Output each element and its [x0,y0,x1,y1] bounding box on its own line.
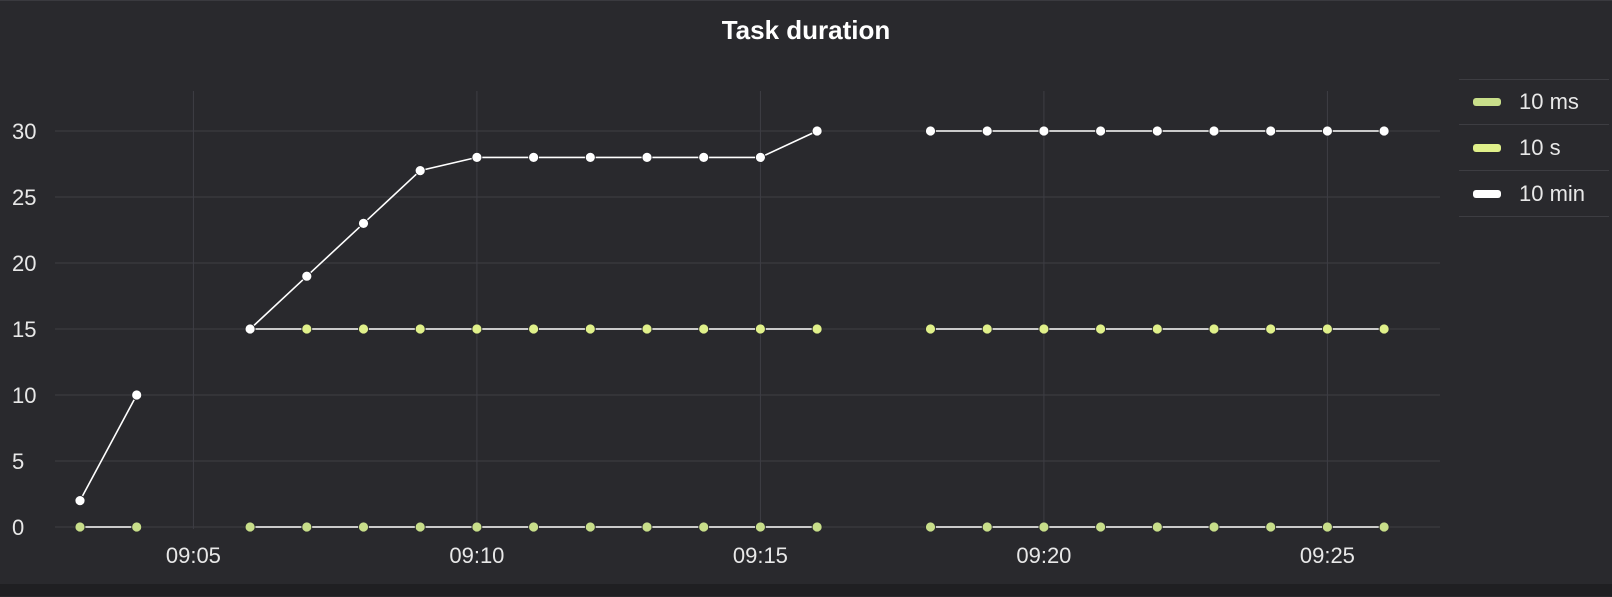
data-point[interactable] [358,521,369,533]
y-tick-label: 5 [12,449,24,474]
data-point[interactable] [244,323,256,335]
data-point[interactable] [1208,125,1220,137]
data-point[interactable] [1151,323,1163,335]
data-point[interactable] [1322,323,1333,335]
data-point[interactable] [301,323,313,335]
legend-label: 10 s [1519,134,1561,160]
data-point[interactable] [981,125,993,137]
y-tick-label: 0 [12,515,24,540]
data-point[interactable] [528,521,539,533]
data-point[interactable] [698,521,710,533]
data-point[interactable] [358,323,369,335]
data-point[interactable] [471,151,483,163]
data-point[interactable] [1208,323,1220,335]
data-point[interactable] [74,521,86,533]
legend-label: 10 ms [1519,89,1579,114]
y-tick-label: 10 [12,383,36,408]
data-point[interactable] [698,151,710,163]
data-point[interactable] [1151,521,1163,533]
data-point[interactable] [1378,125,1390,137]
data-point[interactable] [584,151,596,163]
data-point[interactable] [1208,521,1220,533]
data-point[interactable] [131,521,143,533]
series-10-min [74,125,1390,507]
data-point[interactable] [811,521,823,533]
data-point[interactable] [981,323,993,335]
data-point[interactable] [414,521,426,533]
data-point[interactable] [1095,323,1106,335]
data-point[interactable] [811,125,823,137]
panel-bottom-bar [0,584,1612,596]
series-10-s [244,323,1390,335]
data-point[interactable] [1095,521,1106,533]
data-point[interactable] [925,521,936,533]
data-point[interactable] [1265,125,1277,137]
y-tick-label: 30 [12,119,36,144]
data-point[interactable] [981,521,993,533]
data-point[interactable] [528,323,539,335]
data-point[interactable] [811,323,823,335]
series-10-ms [74,521,1390,533]
data-point[interactable] [1265,323,1277,335]
legend-item[interactable]: 10 min [1459,171,1609,217]
y-tick-label: 15 [12,317,36,342]
chart-title: Task duration [721,15,891,45]
legend-item[interactable]: 10 s [1459,125,1609,171]
data-point[interactable] [1038,125,1050,137]
data-point[interactable] [358,217,369,229]
legend-label: 10 min [1519,180,1586,206]
series-line [79,394,138,501]
data-point[interactable] [698,323,710,335]
data-point[interactable] [755,323,766,335]
legend-swatch [1473,189,1501,198]
data-point[interactable] [925,323,936,335]
y-tick-label: 20 [12,251,36,276]
data-point[interactable] [584,323,596,335]
data-point[interactable] [414,323,426,335]
data-point[interactable] [1151,125,1163,137]
data-point[interactable] [1038,323,1050,335]
data-point[interactable] [641,323,653,335]
data-point[interactable] [1265,521,1277,533]
legend-swatch [1473,98,1501,106]
data-point[interactable] [244,521,256,533]
legend-swatch [1473,143,1501,152]
x-tick-label: 09:15 [733,543,788,568]
x-tick-label: 09:20 [1016,543,1071,568]
data-point[interactable] [1378,323,1390,335]
x-tick-label: 09:10 [449,543,504,568]
data-point[interactable] [584,521,596,533]
x-tick-label: 09:05 [166,543,221,568]
data-point[interactable] [1095,125,1106,137]
data-point[interactable] [1038,521,1050,533]
data-point[interactable] [1322,125,1333,137]
data-point[interactable] [528,151,539,163]
data-point[interactable] [131,389,143,401]
legend-item[interactable]: 10 ms [1459,79,1609,125]
data-point[interactable] [74,495,86,507]
data-point[interactable] [1322,521,1333,533]
data-point[interactable] [755,521,766,533]
data-point[interactable] [471,323,483,335]
data-point[interactable] [641,521,653,533]
chart-plot: 0 5 10 15 20 25 30 09:05 09:10 09:15 09:20 09:25 [12,91,1440,568]
y-tick-label: 25 [12,185,36,210]
data-point[interactable] [301,521,313,533]
data-point[interactable] [641,151,653,163]
data-point[interactable] [925,125,936,137]
data-point[interactable] [471,521,483,533]
data-point[interactable] [755,151,766,163]
legend: 10 ms 10 s 10 min [1459,79,1609,217]
data-point[interactable] [1378,521,1390,533]
x-tick-label: 09:25 [1300,543,1355,568]
data-point[interactable] [414,165,426,177]
data-point[interactable] [301,270,313,282]
